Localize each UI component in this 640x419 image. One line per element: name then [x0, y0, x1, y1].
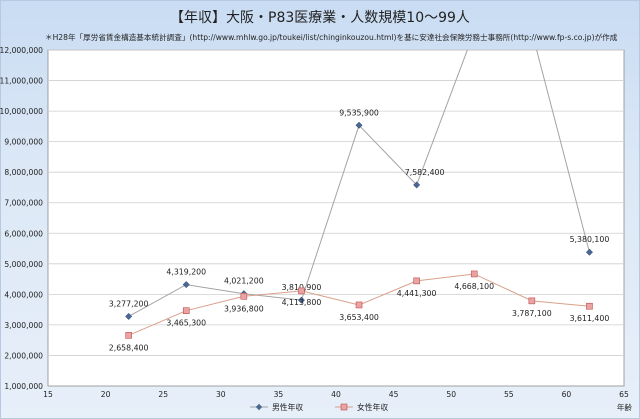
data-label: 3,787,100: [512, 309, 552, 318]
data-point-marker: [182, 307, 190, 314]
y-tick-label: 4,000,000: [4, 290, 43, 299]
y-tick-label: 1,000,000: [4, 382, 43, 391]
x-tick-label: 55: [504, 390, 514, 399]
data-label: 7,582,400: [405, 168, 445, 177]
y-tick-label: 12,000,000: [0, 46, 43, 55]
data-point-marker: [182, 281, 190, 289]
x-tick-label: 60: [562, 390, 572, 399]
legend-label: 女性年収: [357, 402, 388, 412]
data-label: 9,535,900: [339, 108, 379, 117]
data-point-marker: [125, 332, 132, 339]
x-tick-label: 50: [446, 390, 456, 399]
data-point-marker: [586, 302, 593, 310]
data-label: 4,668,100: [454, 282, 494, 291]
data-point-marker: [297, 296, 305, 304]
y-tick-label: 3,000,000: [4, 321, 43, 330]
x-axis-label: 年齢: [617, 402, 633, 412]
chart-subtitle: ＊H28年「厚労省賃金構造基本統計調査」(http://www.mhlw.go.…: [45, 33, 618, 42]
y-tick-label: 10,000,000: [0, 107, 43, 116]
x-tick-label: 45: [389, 390, 399, 399]
x-tick-label: 40: [331, 390, 341, 399]
x-tick-label: 30: [216, 390, 226, 399]
data-label: 3,936,800: [224, 304, 264, 313]
data-point-marker: [355, 301, 363, 309]
y-tick-label: 9,000,000: [4, 138, 43, 147]
data-label: 3,653,400: [339, 313, 379, 322]
data-label: 3,611,400: [570, 314, 610, 323]
y-tick-label: 2,000,000: [4, 351, 43, 360]
data-label: 4,021,200: [224, 277, 264, 286]
y-tick-label: 11,000,000: [0, 77, 43, 86]
data-label: 3,277,200: [109, 299, 149, 308]
data-label: 3,465,300: [166, 319, 206, 328]
data-label: 5,380,100: [570, 235, 610, 244]
data-label: 4,113,800: [282, 298, 322, 307]
data-label: 4,441,300: [397, 289, 437, 298]
legend-label: 男性年収: [272, 402, 303, 412]
data-label: 2,658,400: [109, 343, 149, 352]
data-point-marker: [413, 277, 420, 285]
x-tick-label: 20: [101, 390, 111, 399]
y-tick-label: 6,000,000: [4, 229, 43, 238]
x-tick-label: 15: [43, 390, 53, 399]
x-tick-label: 65: [619, 390, 629, 399]
plot-area: [47, 49, 625, 387]
data-label: 4,319,200: [166, 268, 206, 277]
data-point-marker: [413, 181, 421, 189]
chart-title: 【年収】大阪・P83医療業・人数規模10～99人: [170, 10, 470, 26]
y-tick-label: 8,000,000: [4, 168, 43, 177]
data-point-marker: [355, 121, 363, 129]
x-tick-label: 35: [274, 390, 284, 399]
data-point-marker: [240, 292, 248, 300]
data-point-marker: [470, 270, 478, 278]
y-tick-label: 5,000,000: [4, 260, 43, 269]
data-point-marker: [528, 297, 536, 305]
legend-marker: [340, 403, 348, 411]
y-tick-label: 7,000,000: [4, 199, 43, 208]
data-point-marker: [585, 248, 593, 256]
legend-marker: [255, 403, 263, 411]
data-point-marker: [125, 312, 133, 320]
data-point-marker: [298, 287, 305, 295]
x-tick-label: 25: [158, 390, 168, 399]
